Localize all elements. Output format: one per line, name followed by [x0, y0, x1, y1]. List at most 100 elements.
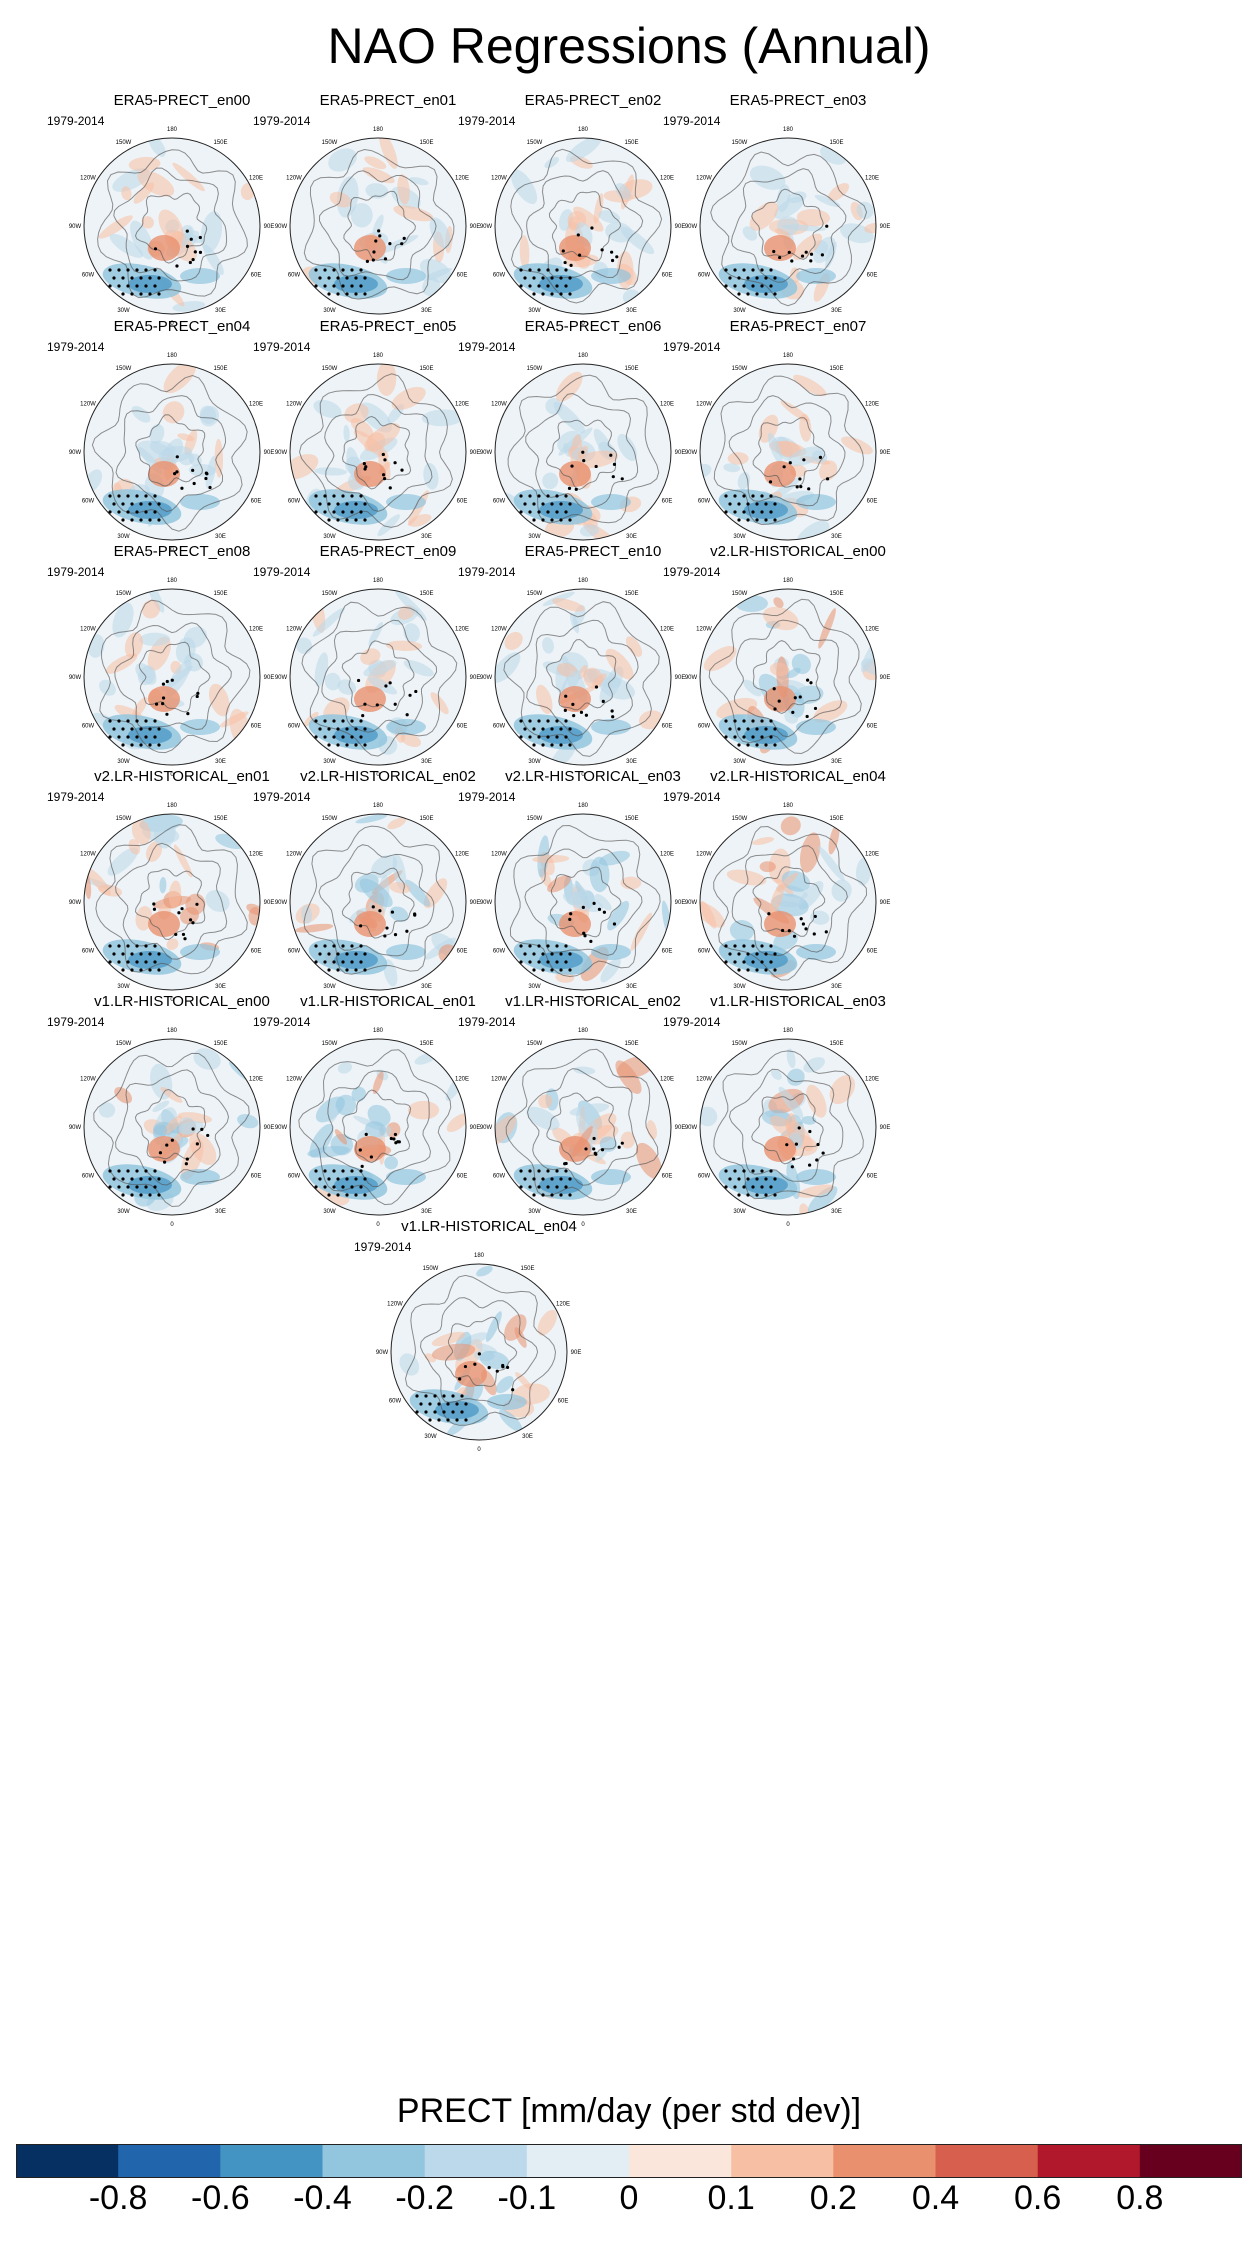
polar-map: 180 150E 120E 90E 60E 30E 0 30W 60W 90W 120W 150W: [480, 578, 686, 777]
anomaly-patch: [397, 174, 410, 205]
map-border: [83, 137, 261, 315]
anomaly-patch: [749, 165, 786, 190]
longitude-label: 0: [786, 547, 790, 552]
longitude-label: 150W: [116, 1041, 132, 1047]
mediterranean-negative: [796, 719, 836, 735]
map-panel: v1.LR-HISTORICAL_en02 1979-2014 180 150E 120…: [448, 993, 738, 1293]
longitude-label: 120E: [865, 627, 879, 633]
anomaly-patch: [579, 524, 600, 537]
longitude-label: 150E: [829, 591, 843, 597]
colorbar: [16, 2144, 1242, 2178]
longitude-label: 150W: [527, 1041, 543, 1047]
anomaly-patch: [165, 659, 192, 698]
polar-map: 180 150E 120E 90E 60E 30E 0 30W 60W 90W 120W 150W: [69, 803, 275, 1002]
longitude-label: 0: [170, 772, 174, 777]
longitude-label: 180: [783, 127, 794, 133]
anomaly-patch: [203, 244, 224, 275]
anomaly-patch: [786, 667, 801, 679]
anomaly-patch: [485, 1311, 502, 1342]
coastlines: [710, 151, 868, 307]
anomaly-patch: [409, 177, 429, 186]
longitude-label: 150W: [527, 816, 543, 822]
polar-map: 180 150E 120E 90E 60E 30E 0 30W 60W 90W 120W 150W: [480, 353, 686, 552]
panel-title: v1.LR-HISTORICAL_en04: [401, 1218, 577, 1235]
longitude-label: 30E: [421, 534, 432, 540]
longitude-label: 150E: [419, 366, 433, 372]
longitude-label: 30W: [323, 308, 336, 314]
anomaly-patch: [814, 194, 841, 208]
longitude-label: 30E: [626, 1209, 637, 1215]
anomaly-patch: [237, 1113, 259, 1129]
longitude-label: 90E: [675, 675, 686, 681]
longitude-label: 120W: [491, 1077, 507, 1083]
longitude-label: 180: [578, 127, 589, 133]
longitude-label: 30E: [831, 984, 842, 990]
northern-europe-positive: [354, 911, 386, 937]
longitude-label: 60E: [457, 1174, 468, 1180]
polar-map: 180 150E 120E 90E 60E 30E 0 30W 60W 90W 120W 150W: [376, 1253, 582, 1452]
longitude-label: 30E: [626, 308, 637, 314]
longitude-label: 30W: [528, 759, 541, 765]
longitude-label: 0: [786, 321, 790, 326]
longitude-label: 60W: [82, 724, 95, 730]
longitude-label: 60W: [493, 499, 506, 505]
longitude-label: 0: [581, 997, 585, 1002]
longitude-label: 60W: [493, 724, 506, 730]
anomaly-patch: [408, 514, 432, 527]
atlantic-core: [744, 501, 788, 519]
anomaly-patch: [620, 1131, 635, 1149]
panel-title: v1.LR-HISTORICAL_en01: [300, 993, 476, 1010]
longitude-label: 150W: [732, 591, 748, 597]
longitude-label: 150W: [322, 1041, 338, 1047]
map-border: [699, 137, 877, 315]
anomaly-patch: [828, 823, 840, 855]
longitude-label: 0: [786, 1222, 790, 1227]
longitude-label: 90E: [675, 1125, 686, 1131]
map-panel: ERA5-PRECT_en05 1979-2014 180 150E 120E 90E 60…: [243, 318, 533, 618]
longitude-label: 120E: [865, 1077, 879, 1083]
longitude-label: 90E: [675, 450, 686, 456]
panel-period: 1979-2014: [458, 340, 516, 354]
significance-stipples: [108, 229, 203, 296]
coastlines: [404, 1274, 557, 1426]
longitude-label: 180: [167, 353, 178, 359]
longitude-label: 60W: [82, 273, 95, 279]
longitude-label: 120W: [696, 1077, 712, 1083]
longitude-label: 30E: [831, 534, 842, 540]
northern-europe-positive: [559, 461, 591, 487]
anomaly-patch: [353, 430, 389, 459]
atlantic-core: [744, 275, 788, 293]
northern-europe-positive: [148, 911, 180, 937]
longitude-label: 30E: [421, 984, 432, 990]
longitude-label: 150W: [732, 816, 748, 822]
coastlines: [505, 1048, 659, 1201]
longitude-label: 30W: [424, 1434, 437, 1440]
panel-title: ERA5-PRECT_en09: [319, 543, 457, 560]
longitude-label: 30W: [323, 1209, 336, 1215]
anomaly-patch: [149, 424, 165, 444]
anomaly-patch: [796, 208, 831, 227]
colorbar-label: PRECT [mm/day (per std dev)]: [396, 2092, 862, 2130]
longitude-label: 150W: [322, 816, 338, 822]
map-border: [83, 1038, 261, 1216]
significance-stipples: [314, 678, 418, 747]
longitude-label: 0: [376, 547, 380, 552]
panel-period: 1979-2014: [253, 1015, 311, 1029]
longitude-label: 120E: [249, 402, 263, 408]
anomaly-patch: [172, 162, 205, 192]
anomaly-patch: [598, 850, 630, 866]
longitude-label: 180: [167, 1028, 178, 1034]
anomaly-patch: [141, 216, 154, 229]
longitude-label: 120E: [249, 627, 263, 633]
mediterranean-negative: [487, 1394, 527, 1410]
coastlines: [708, 598, 862, 755]
polar-map: 180 150E 120E 90E 60E 30E 0 30W 60W 90W 120W 150W: [480, 127, 686, 326]
panel-title: v2.LR-HISTORICAL_en00: [710, 543, 886, 560]
panel-period: 1979-2014: [253, 565, 311, 579]
anomaly-patch: [729, 920, 755, 941]
anomaly-patch: [583, 667, 604, 689]
colorbar-tick-label: 0.2: [809, 2179, 857, 2217]
coastlines: [507, 374, 660, 524]
anomaly-patch: [159, 876, 167, 894]
map-panel: v1.LR-HISTORICAL_en01 1979-2014 180 150E 120…: [243, 993, 533, 1293]
